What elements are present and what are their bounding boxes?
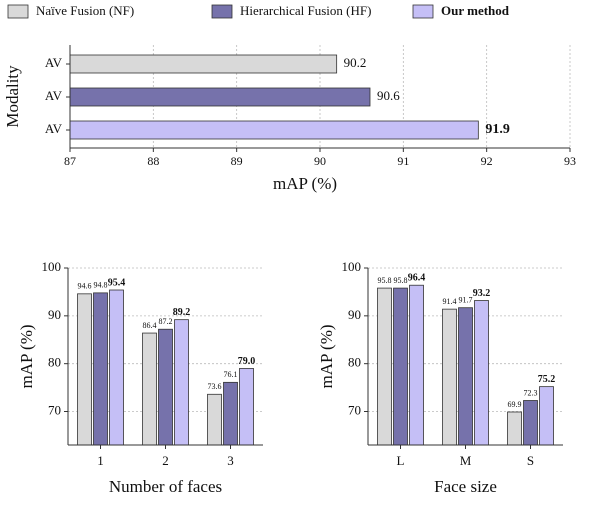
data-label: 95.4 (108, 277, 126, 288)
bar (109, 289, 124, 446)
data-label: 90.2 (344, 55, 367, 70)
x-axis-label: Number of faces (109, 477, 222, 496)
y-tick-label: 80 (48, 355, 61, 370)
x-tick-label: 93 (564, 154, 576, 168)
bar (239, 368, 254, 446)
bar (458, 307, 473, 446)
bar (393, 287, 408, 446)
data-label: 86.4 (143, 321, 157, 330)
data-label: 90.6 (377, 88, 400, 103)
data-label: 72.3 (524, 388, 538, 397)
bar (69, 120, 479, 140)
y-tick-label: 100 (342, 259, 362, 274)
x-axis-label: Face size (434, 477, 497, 496)
y-tick-label: 90 (348, 307, 361, 322)
bar (442, 308, 457, 446)
bar (409, 284, 424, 446)
data-label: 93.2 (473, 288, 491, 299)
bar (77, 293, 92, 446)
y-tick-label: 90 (48, 307, 61, 322)
data-label: 76.1 (224, 370, 238, 379)
x-tick-label: 91 (397, 154, 409, 168)
y-tick-label: AV (45, 88, 63, 103)
x-tick-label: M (460, 453, 472, 468)
x-tick-label: 88 (147, 154, 159, 168)
x-tick-label: 92 (481, 154, 493, 168)
data-label: 69.9 (508, 400, 522, 409)
bar (539, 386, 554, 446)
data-label: 95.8 (394, 276, 408, 285)
x-tick-label: 89 (231, 154, 243, 168)
bar (523, 400, 538, 446)
y-axis-label: mAP (%) (17, 324, 36, 388)
bar (158, 328, 173, 446)
bar (474, 300, 489, 446)
bar (174, 319, 189, 446)
data-label: 96.4 (408, 273, 426, 284)
bar (223, 381, 238, 446)
bar (69, 87, 371, 107)
bar (377, 287, 392, 446)
bar (142, 332, 157, 446)
y-tick-label: AV (45, 121, 63, 136)
data-label: 91.9 (485, 122, 510, 137)
y-axis-label: mAP (%) (317, 324, 336, 388)
data-label: 91.7 (459, 296, 473, 305)
legend-swatch (7, 4, 29, 19)
y-tick-label: AV (45, 55, 63, 70)
legend-label: Our method (441, 3, 510, 18)
y-tick-label: 70 (48, 402, 61, 417)
legend-label: Naïve Fusion (NF) (36, 3, 134, 18)
bar (69, 54, 338, 74)
x-tick-label: 3 (227, 453, 234, 468)
bar (507, 411, 522, 446)
y-tick-label: 80 (348, 355, 361, 370)
data-label: 87.2 (159, 317, 173, 326)
data-label: 89.2 (173, 307, 191, 318)
y-axis-label: Modality (3, 65, 22, 128)
data-label: 75.2 (538, 374, 556, 385)
x-tick-label: S (527, 453, 534, 468)
x-tick-label: 2 (162, 453, 169, 468)
y-tick-label: 100 (42, 259, 62, 274)
legend-swatch (412, 4, 434, 19)
bar (207, 393, 222, 446)
data-label: 95.8 (378, 276, 392, 285)
x-tick-label: 90 (314, 154, 326, 168)
data-label: 73.6 (208, 382, 222, 391)
data-label: 79.0 (238, 356, 256, 367)
data-label: 94.6 (78, 282, 92, 291)
x-tick-label: 1 (97, 453, 104, 468)
y-tick-label: 70 (348, 402, 361, 417)
legend-label: Hierarchical Fusion (HF) (240, 3, 371, 18)
data-label: 91.4 (443, 297, 457, 306)
x-tick-label: 87 (64, 154, 76, 168)
data-label: 94.8 (94, 281, 108, 290)
x-axis-label: mAP (%) (273, 174, 337, 193)
x-tick-label: L (397, 453, 405, 468)
legend-swatch (211, 4, 233, 19)
bar (93, 292, 108, 446)
